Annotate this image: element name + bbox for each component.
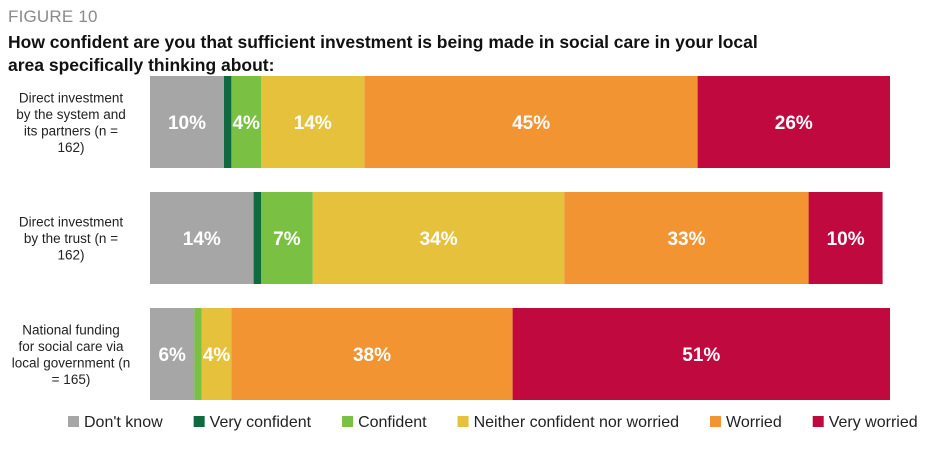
legend-label: Neither confident nor worried bbox=[474, 414, 679, 431]
figure-label: FIGURE 10 bbox=[8, 7, 98, 26]
bar-segment bbox=[150, 192, 254, 284]
legend-label: Very worried bbox=[829, 414, 918, 431]
legend-label: Don't know bbox=[84, 414, 163, 431]
legend-swatch bbox=[812, 416, 824, 427]
legend-swatch bbox=[193, 416, 205, 427]
legend-swatch bbox=[710, 416, 721, 427]
bar-segment bbox=[697, 76, 890, 168]
data-label: 6% bbox=[158, 345, 186, 366]
data-label: 4% bbox=[232, 113, 260, 134]
category-label: Direct investment by the system and its pa… bbox=[16, 90, 126, 155]
bar-segment bbox=[512, 308, 890, 400]
chart-title: How confident are you that sufficient in… bbox=[8, 32, 758, 75]
bar-segment bbox=[150, 76, 224, 168]
data-label: 34% bbox=[420, 229, 458, 250]
data-label: 10% bbox=[827, 229, 865, 250]
bar-segment bbox=[150, 308, 195, 400]
legend-swatch bbox=[68, 416, 79, 427]
category-label: National funding for social care via local… bbox=[12, 322, 131, 387]
bar-segment bbox=[194, 308, 202, 400]
bar-segment bbox=[261, 192, 313, 284]
bar-segment bbox=[808, 192, 883, 284]
data-label: 4% bbox=[203, 345, 231, 366]
legend-swatch bbox=[342, 416, 354, 427]
legend-label: Worried bbox=[726, 414, 782, 431]
category-label: Direct investment by the trust (n = 162) bbox=[19, 215, 124, 263]
bar-segment bbox=[224, 76, 232, 168]
data-label: 26% bbox=[775, 113, 813, 134]
legend-label: Very confident bbox=[210, 414, 312, 431]
data-label: 14% bbox=[183, 229, 221, 250]
data-label: 7% bbox=[273, 229, 301, 250]
bar-segment bbox=[231, 76, 261, 168]
bar-segment bbox=[253, 192, 261, 284]
data-label: 10% bbox=[168, 113, 206, 134]
data-label: 14% bbox=[294, 113, 332, 134]
data-label: 38% bbox=[353, 345, 391, 366]
bar-segment bbox=[312, 192, 565, 284]
bar-segment bbox=[261, 76, 365, 168]
legend-swatch bbox=[457, 416, 469, 427]
bar-segment bbox=[201, 308, 232, 400]
data-label: 51% bbox=[682, 345, 720, 366]
bar-segment bbox=[364, 76, 698, 168]
bar-segment bbox=[231, 308, 513, 400]
data-label: 45% bbox=[512, 113, 550, 134]
bar-segment bbox=[564, 192, 809, 284]
legend-label: Confident bbox=[358, 414, 427, 431]
data-label: 33% bbox=[667, 229, 705, 250]
